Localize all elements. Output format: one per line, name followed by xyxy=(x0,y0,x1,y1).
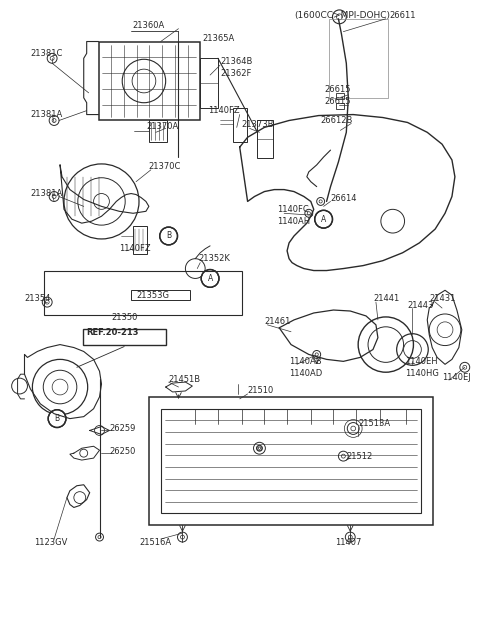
FancyBboxPatch shape xyxy=(83,329,166,344)
Text: 21431: 21431 xyxy=(429,294,456,303)
Text: 21441: 21441 xyxy=(373,294,399,303)
Text: A: A xyxy=(207,274,213,283)
Text: 1140AH: 1140AH xyxy=(277,217,311,226)
Bar xyxy=(149,397,433,525)
Text: 21451B: 21451B xyxy=(168,374,201,384)
Text: 21354: 21354 xyxy=(24,294,51,303)
Text: 11407: 11407 xyxy=(335,537,361,547)
Text: 26615: 26615 xyxy=(325,85,351,94)
Text: 21350: 21350 xyxy=(111,313,138,323)
Text: 1123GV: 1123GV xyxy=(35,537,68,547)
Bar xyxy=(328,19,388,98)
Text: 21443: 21443 xyxy=(408,301,434,310)
Text: 21353G: 21353G xyxy=(136,291,169,300)
Text: 21362F: 21362F xyxy=(220,69,252,77)
Text: 21461: 21461 xyxy=(264,318,291,326)
Text: 21364B: 21364B xyxy=(220,57,252,66)
Text: 21352K: 21352K xyxy=(198,254,230,263)
Text: 26612B: 26612B xyxy=(321,116,353,125)
Circle shape xyxy=(315,210,333,228)
Bar xyxy=(44,271,241,315)
Text: 21373B: 21373B xyxy=(241,120,274,129)
Circle shape xyxy=(160,227,178,245)
Text: 1140AD: 1140AD xyxy=(289,369,322,378)
Text: (1600CC>MPI-DOHC): (1600CC>MPI-DOHC) xyxy=(294,11,390,21)
Bar xyxy=(149,120,167,142)
Bar xyxy=(200,58,218,108)
Text: B: B xyxy=(55,414,60,423)
Text: 21516A: 21516A xyxy=(140,537,172,547)
Text: 21381C: 21381C xyxy=(30,49,63,58)
Text: 26615: 26615 xyxy=(325,97,351,106)
Text: 1140FZ: 1140FZ xyxy=(119,245,151,253)
Text: 1140AB: 1140AB xyxy=(289,357,322,366)
Bar xyxy=(233,108,247,142)
Text: 21370C: 21370C xyxy=(149,162,181,172)
Text: 26611: 26611 xyxy=(390,11,416,21)
Text: 21512: 21512 xyxy=(346,452,372,461)
Text: 1140FC: 1140FC xyxy=(277,205,309,214)
Text: 1140FZ: 1140FZ xyxy=(208,106,240,115)
Text: 21360A: 21360A xyxy=(133,21,165,30)
Text: 21365A: 21365A xyxy=(202,34,234,43)
Text: 1140EJ: 1140EJ xyxy=(442,373,471,382)
Text: 21510: 21510 xyxy=(248,386,274,396)
Bar xyxy=(131,290,191,300)
Circle shape xyxy=(201,270,219,287)
Text: A: A xyxy=(321,215,326,224)
Bar xyxy=(336,103,344,109)
Circle shape xyxy=(48,410,66,427)
Bar xyxy=(133,226,147,254)
Text: 26250: 26250 xyxy=(109,447,136,456)
Text: 21381A: 21381A xyxy=(30,110,63,119)
Bar xyxy=(257,120,273,158)
Text: 26614: 26614 xyxy=(331,194,357,203)
Text: 21513A: 21513A xyxy=(358,419,390,428)
Text: 21381A: 21381A xyxy=(30,189,63,198)
Text: B: B xyxy=(166,232,171,240)
Text: 1140EH: 1140EH xyxy=(406,357,438,366)
Text: REF.20-213: REF.20-213 xyxy=(87,328,139,337)
Bar xyxy=(336,93,344,99)
Bar xyxy=(161,409,421,514)
Text: 1140HG: 1140HG xyxy=(406,369,439,378)
Text: 21370A: 21370A xyxy=(146,122,178,131)
Text: 26259: 26259 xyxy=(109,424,136,433)
Bar xyxy=(98,42,200,120)
